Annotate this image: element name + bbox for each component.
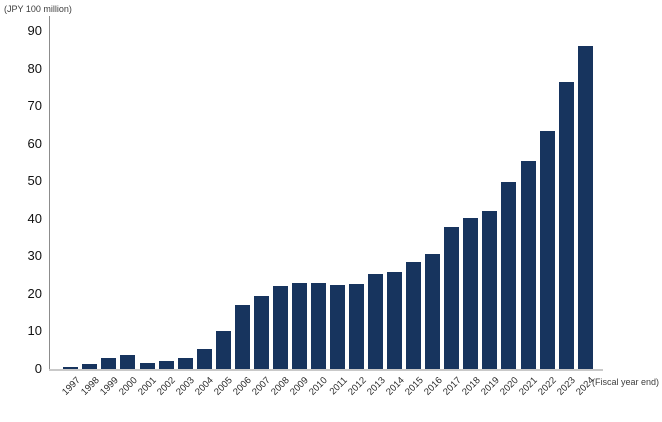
y-tick-label-50: 50 (27, 173, 42, 189)
x-tick-label-2014: 2014 (383, 375, 407, 398)
bar-2014 (387, 272, 403, 369)
x-tick-label-2017: 2017 (440, 375, 464, 398)
bar-2021 (520, 161, 536, 369)
bar-2015 (406, 261, 422, 369)
x-tick-label-2022: 2022 (536, 375, 559, 398)
y-tick-label-10: 10 (27, 323, 42, 339)
bar-2016 (425, 254, 441, 369)
bar-2004 (196, 348, 212, 369)
x-tick-label-2015: 2015 (402, 375, 426, 398)
x-tick-label-2007: 2007 (250, 375, 274, 398)
x-axis-line (49, 369, 603, 371)
bar-2011 (330, 284, 345, 369)
x-tick-label-2012: 2012 (345, 375, 369, 398)
x-tick-label-2016: 2016 (421, 375, 445, 398)
x-tick-label-1997: 1997 (59, 375, 83, 398)
x-tick-label-2002: 2002 (155, 375, 178, 398)
bar-2003 (177, 357, 193, 369)
x-tick-label-2010: 2010 (307, 375, 331, 398)
bar-2013 (368, 273, 384, 369)
bar-2020 (501, 182, 517, 369)
y-tick-label-70: 70 (27, 98, 42, 114)
y-tick-label-80: 80 (27, 60, 42, 76)
bar-2023 (558, 81, 574, 369)
x-tick-label-2001: 2001 (136, 375, 159, 398)
x-tick-label-2005: 2005 (212, 375, 235, 398)
bar-2017 (444, 227, 460, 369)
y-tick-label-20: 20 (27, 285, 42, 301)
bar-2024 (577, 46, 593, 369)
bar-1999 (101, 358, 117, 369)
y-tick-label-90: 90 (27, 23, 42, 39)
bar-2019 (482, 211, 498, 369)
x-tick-label-2013: 2013 (364, 375, 388, 398)
x-tick-label-2020: 2020 (497, 375, 521, 398)
y-tick-label-30: 30 (27, 248, 42, 264)
x-tick-label-2011: 2011 (327, 375, 350, 398)
x-tick-label-2006: 2006 (231, 375, 255, 398)
x-tick-label-2021: 2021 (517, 375, 540, 398)
x-tick-label-1999: 1999 (97, 375, 121, 398)
x-axis-unit-label: (Fiscal year end) (592, 377, 660, 387)
y-axis-unit-label: (JPY 100 million) (4, 4, 72, 14)
y-tick-label-0: 0 (34, 361, 42, 376)
bar-2001 (139, 362, 155, 369)
bar-2022 (539, 130, 555, 369)
y-axis-line (49, 16, 50, 369)
y-tick-label-40: 40 (27, 210, 42, 226)
bar-2018 (463, 218, 479, 369)
bar-1998 (82, 364, 98, 369)
x-tick-label-2019: 2019 (478, 375, 502, 398)
bar-1997 (63, 366, 79, 369)
bar-2008 (272, 286, 288, 369)
x-tick-label-2000: 2000 (116, 375, 140, 398)
bar-2006 (234, 305, 250, 369)
bar-2002 (158, 361, 174, 369)
x-tick-label-2018: 2018 (459, 375, 483, 398)
bar-2012 (349, 284, 365, 369)
x-tick-label-2023: 2023 (555, 375, 578, 398)
y-tick-label-60: 60 (27, 135, 42, 151)
x-tick-label-2004: 2004 (193, 375, 216, 398)
x-tick-label-2003: 2003 (174, 375, 197, 398)
bar-2009 (291, 283, 307, 369)
x-tick-label-2009: 2009 (288, 375, 312, 398)
x-tick-label-2008: 2008 (269, 375, 293, 398)
bar-2000 (120, 355, 136, 369)
bar-2007 (253, 296, 269, 369)
x-tick-label-1998: 1998 (78, 375, 102, 398)
bar-2010 (310, 283, 326, 369)
bar-2005 (215, 331, 231, 369)
